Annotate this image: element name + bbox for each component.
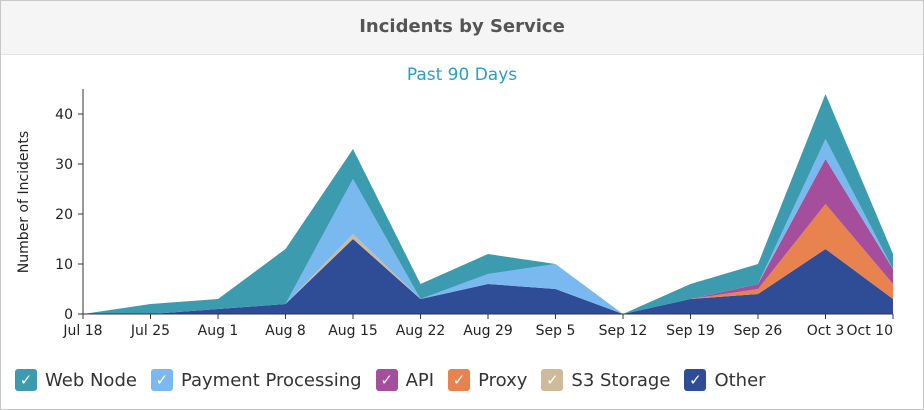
checkbox-checked-icon[interactable]: ✓ [15, 369, 37, 391]
legend-label: Proxy [478, 369, 528, 391]
y-tick-label: 30 [55, 157, 73, 173]
x-tick-label: Aug 29 [463, 323, 513, 339]
legend-label: API [405, 369, 435, 391]
legend-item-proxy[interactable]: ✓ Proxy [448, 369, 527, 391]
legend-item-other[interactable]: ✓ Other [684, 369, 766, 391]
x-tick-label: Sep 26 [734, 323, 783, 339]
legend: ✓ Web Node ✓ Payment Processing ✓ API ✓ … [15, 369, 780, 391]
area-series-payment-processing [83, 139, 893, 314]
x-tick-label: Oct 3 [807, 323, 845, 339]
x-tick-label: Jul 25 [130, 323, 170, 339]
checkbox-checked-icon[interactable]: ✓ [541, 369, 564, 391]
area-series-web-node [83, 94, 893, 314]
checkbox-checked-icon[interactable]: ✓ [448, 369, 471, 391]
y-tick-label: 0 [64, 307, 73, 323]
legend-item-api[interactable]: ✓ API [375, 369, 435, 391]
x-tick-label: Aug 8 [265, 323, 306, 339]
x-tick-label: Aug 1 [198, 323, 239, 339]
x-tick-label: Aug 22 [396, 323, 446, 339]
x-tick-label: Sep 19 [666, 323, 715, 339]
legend-label: Other [714, 369, 766, 391]
checkbox-checked-icon[interactable]: ✓ [684, 369, 707, 391]
x-tick-label: Sep 12 [599, 323, 648, 339]
area-chart: 0 10 20 30 40 Jul 18 Jul 25 Aug 1 Aug 8 Aug 15 Aug… [55, 89, 894, 339]
legend-item-web-node[interactable]: ✓ Web Node [15, 369, 137, 391]
legend-label: Web Node [45, 369, 137, 391]
y-tick-label: 40 [55, 107, 73, 123]
legend-item-s3-storage[interactable]: ✓ S3 Storage [541, 369, 670, 391]
y-tick-label: 20 [55, 207, 73, 223]
y-tick-label: 10 [55, 257, 73, 273]
x-tick-label: Sep 5 [536, 323, 576, 339]
legend-item-payment-processing[interactable]: ✓ Payment Processing [150, 369, 362, 391]
x-tick-label: Jul 18 [62, 323, 102, 339]
area-series-other [83, 239, 893, 314]
checkbox-checked-icon[interactable]: ✓ [375, 369, 398, 391]
checkbox-checked-icon[interactable]: ✓ [150, 369, 173, 391]
panel-header: Incidents by Service [1, 1, 923, 55]
panel-title: Incidents by Service [359, 16, 565, 37]
chart-title: Past 90 Days [406, 65, 518, 85]
legend-label: S3 Storage [571, 369, 671, 391]
x-tick-label: Aug 15 [328, 323, 378, 339]
legend-label: Payment Processing [180, 369, 362, 391]
x-tick-label: Oct 10 [847, 323, 893, 339]
